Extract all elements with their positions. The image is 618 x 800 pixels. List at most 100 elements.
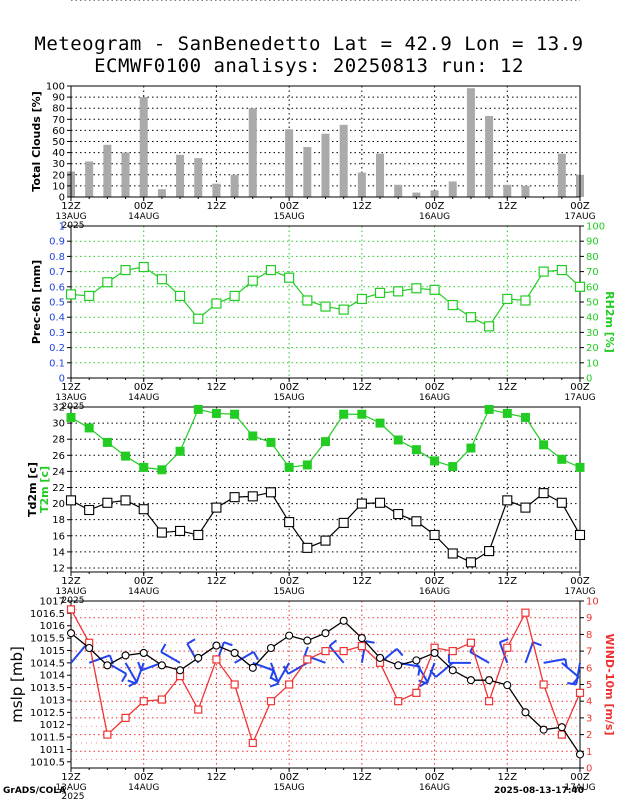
rh-y-tick-label: 80 xyxy=(586,252,599,263)
wind-point xyxy=(157,695,166,704)
cloud-bar xyxy=(503,184,512,197)
rh-point xyxy=(120,264,131,276)
td2m-point xyxy=(156,527,167,538)
temp-y-tick-label: 22 xyxy=(52,483,65,494)
rh-y-tick-label: 60 xyxy=(586,282,599,293)
rh-point xyxy=(229,290,240,302)
prec-y-tick-label: 0 xyxy=(59,374,65,385)
td2m-point xyxy=(338,517,349,528)
t2m-point xyxy=(357,409,367,419)
t2m-point xyxy=(430,456,440,466)
t2m-point xyxy=(139,462,149,472)
td2m-point xyxy=(175,525,186,537)
mslp-point xyxy=(321,629,330,638)
prec-y-tick-label: 0.9 xyxy=(49,237,65,248)
td2m-point xyxy=(484,546,495,557)
temp-y-tick-label: 14 xyxy=(52,547,65,558)
wind-y-tick-label: 7 xyxy=(586,647,592,658)
t2m-point xyxy=(575,462,585,472)
wind-barb xyxy=(328,645,345,664)
t2m-point xyxy=(375,418,385,428)
wind-y-tick-label: 5 xyxy=(586,680,592,691)
rh-point xyxy=(320,301,331,312)
time-tick-label: 00Z xyxy=(570,772,590,783)
wind-barb-flag xyxy=(137,661,143,671)
prec-y-tick-label: 0.1 xyxy=(49,358,65,369)
wind-point xyxy=(139,697,148,706)
mslp-point xyxy=(303,636,312,645)
mslp-point xyxy=(103,661,112,670)
wind-barb-flag xyxy=(127,679,137,685)
wind-point xyxy=(121,713,130,723)
time-tick-label: 00Z xyxy=(425,772,445,783)
mslp-point xyxy=(285,631,294,640)
mslp-point xyxy=(557,723,566,732)
time-tick-label: 00Z xyxy=(279,772,299,783)
wind-barb xyxy=(524,641,534,664)
prec-y-tick-label: 0.8 xyxy=(49,252,65,263)
td2m-point xyxy=(247,491,258,502)
wind-barb-flag xyxy=(499,638,509,644)
time-tick-label: 00Z xyxy=(279,201,299,212)
td2m-point xyxy=(356,498,367,509)
wind-point xyxy=(485,697,494,706)
time-tick-label: 12Z xyxy=(352,382,372,393)
rh-point xyxy=(465,312,477,323)
wind-barb-flag xyxy=(252,651,260,661)
wind-barb-flag xyxy=(328,639,338,647)
t2m-point xyxy=(211,408,221,418)
wind-y-tick-label: 0 xyxy=(586,764,592,775)
chart-subtitle: ECMWF0100 analisys: 20250813 run: 12 xyxy=(94,55,524,77)
mslp-point xyxy=(121,651,130,660)
td2m-point xyxy=(120,495,131,506)
temp-y-tick-label: 24 xyxy=(52,467,65,478)
cloud-bar xyxy=(103,144,112,197)
wind-y-tick-label: 4 xyxy=(586,697,592,708)
rh-point xyxy=(447,299,458,311)
time-tick-label: 12Z xyxy=(61,201,81,212)
time-tick-label: 12Z xyxy=(61,576,81,587)
td2m-point xyxy=(84,504,95,516)
rh-point xyxy=(429,284,440,295)
td2m-point xyxy=(520,502,531,513)
wind-barb-flag xyxy=(186,638,196,645)
temp-y-tick-label: 30 xyxy=(52,419,65,430)
temp-y-tick-label: 16 xyxy=(52,531,65,542)
time-date-label: 16AUG xyxy=(419,212,450,222)
cloud-y-tick-label: 60 xyxy=(52,126,65,137)
mslp-point xyxy=(394,661,403,670)
td2m-point xyxy=(556,497,567,508)
time-date-label: 15AUG xyxy=(274,783,305,793)
mslp-y-axis-label: mslp [mb] xyxy=(8,646,26,723)
cloud-y-axis-label: Total Clouds [%] xyxy=(30,91,43,191)
cloud-bar xyxy=(139,97,148,197)
cloud-bar xyxy=(557,153,566,197)
wind-barb xyxy=(160,650,181,664)
time-date-label: 16AUG xyxy=(419,587,450,597)
time-tick-label: 00Z xyxy=(425,201,445,212)
time-tick-label: 00Z xyxy=(134,201,154,212)
td2m-point xyxy=(65,495,77,506)
mslp-y-tick-label: 1011 xyxy=(40,745,65,756)
rh-y-tick-label: 70 xyxy=(586,267,599,278)
wind-barb-flag xyxy=(121,673,128,683)
wind-barb xyxy=(70,645,86,664)
cloud-bar xyxy=(521,185,530,197)
t2m-point xyxy=(339,409,349,419)
time-tick-label: 00Z xyxy=(279,576,299,587)
time-date-label: 16AUG xyxy=(419,783,450,793)
td2m-point xyxy=(447,548,458,559)
mslp-point xyxy=(212,641,221,650)
time-date-label: 14AUG xyxy=(128,393,159,403)
wind-point xyxy=(503,643,512,652)
prec-y-axis-label: Prec-6h [mm] xyxy=(30,260,43,344)
t2m-point xyxy=(411,445,421,455)
cloud-bar xyxy=(194,158,203,197)
cloud-y-tick-label: 30 xyxy=(52,159,65,170)
time-tick-label: 00Z xyxy=(425,576,445,587)
cloud-bar xyxy=(230,174,239,197)
cloud-bar xyxy=(466,88,475,197)
mslp-y-tick-label: 1012.5 xyxy=(30,708,65,719)
wind-barb-flag xyxy=(269,676,279,683)
